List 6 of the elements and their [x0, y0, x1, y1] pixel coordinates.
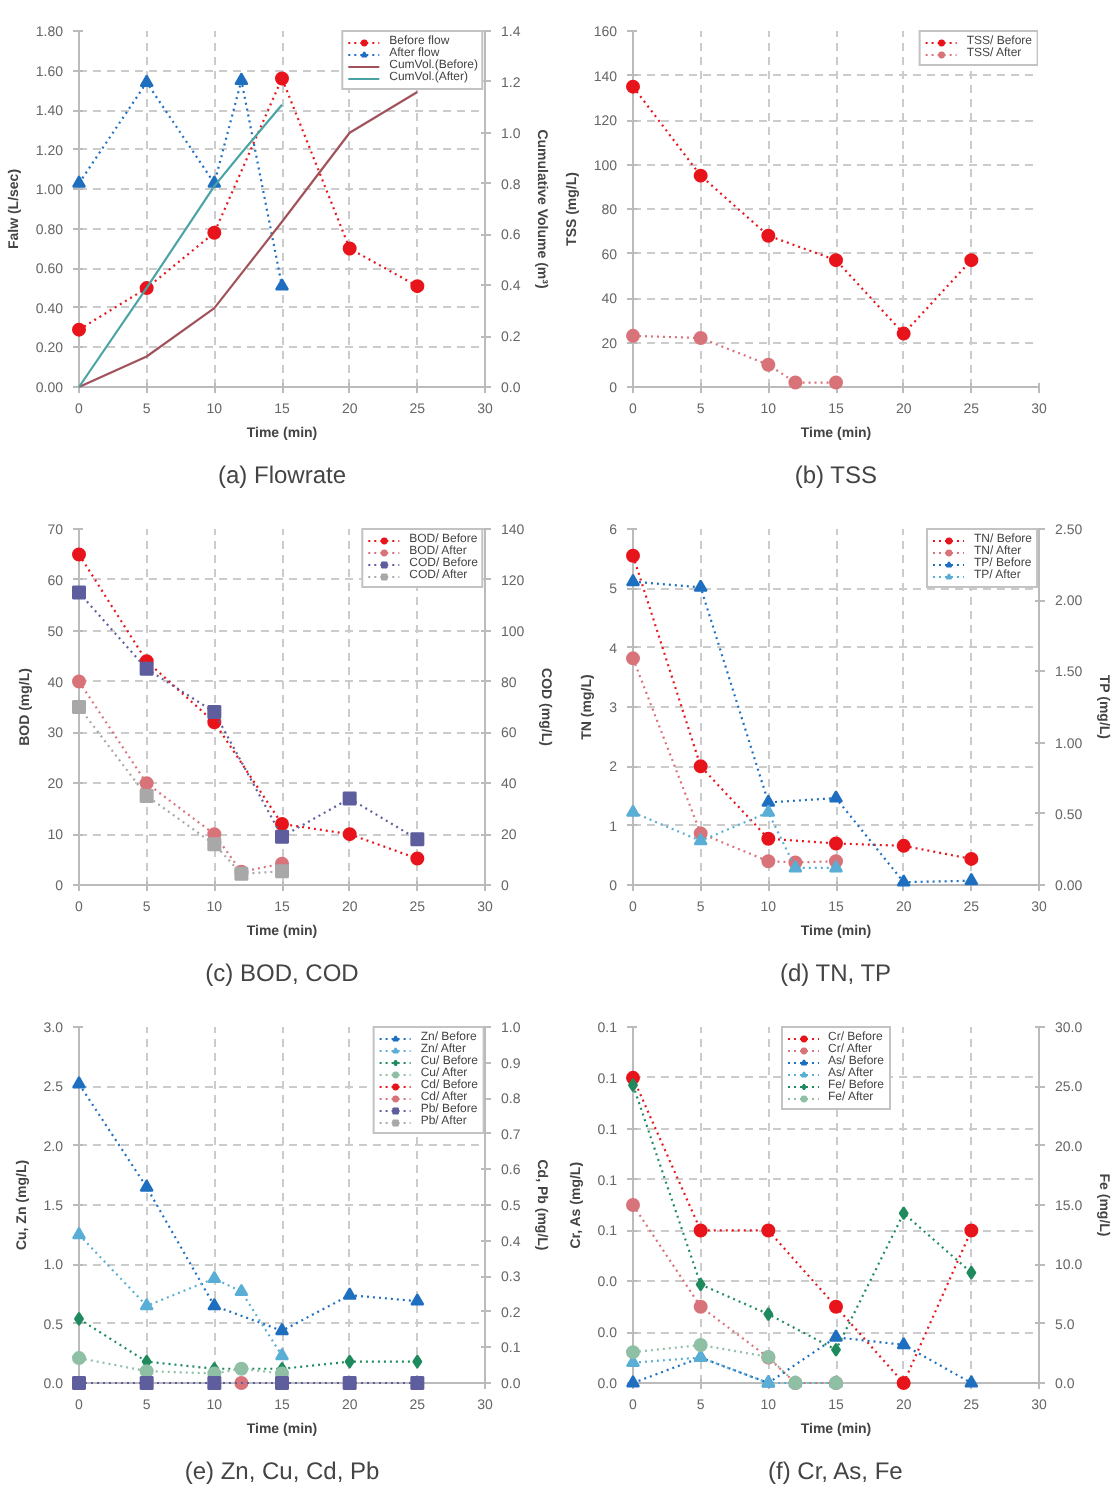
text: (e) Zn, Cu, Cd, Pb — [184, 1457, 381, 1485]
text: (b) TSS — [794, 461, 877, 489]
text: (a) Flowrate — [217, 461, 347, 489]
text: (c) BOD, COD — [205, 959, 360, 987]
text: (f) Cr, As, Fe — [768, 1457, 904, 1485]
text: (d) TN, TP — [780, 959, 892, 987]
